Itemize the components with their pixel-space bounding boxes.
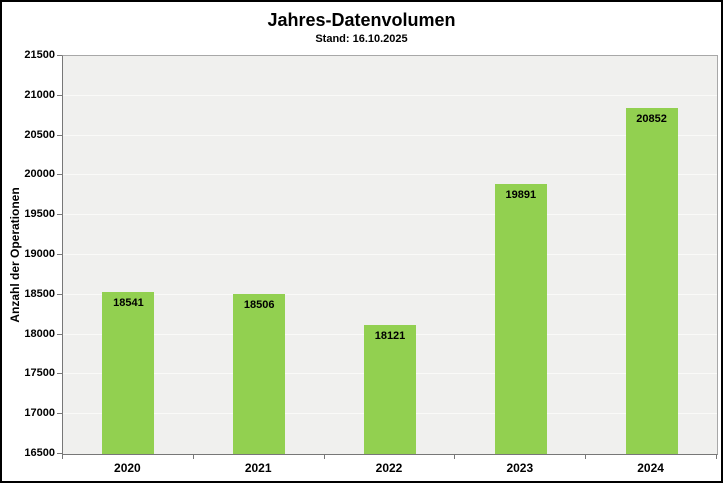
y-tick-mark (57, 214, 62, 216)
gridline (63, 293, 717, 295)
x-tick-mark (62, 454, 63, 459)
gridline (63, 94, 717, 96)
y-tick-mark (57, 174, 62, 176)
chart-title: Jahres-Datenvolumen (267, 10, 456, 30)
y-tick-label: 20500 (24, 128, 55, 141)
x-tick-mark (192, 454, 194, 459)
x-tick-mark (585, 454, 587, 459)
x-tick-mark (454, 454, 456, 459)
y-tick-label: 20000 (24, 168, 55, 181)
x-tick-label-2023: 2023 (506, 461, 534, 475)
gridline (63, 174, 717, 176)
bar-2020: 18541 (102, 291, 155, 454)
y-tick-label: 17000 (24, 407, 55, 420)
bar-2021: 18506 (233, 294, 286, 454)
y-tick-label: 18000 (24, 327, 55, 340)
x-tick-label-2022: 2022 (375, 461, 403, 475)
y-tick-mark (57, 453, 62, 454)
y-tick-label: 18500 (24, 287, 55, 300)
y-tick-mark (57, 55, 62, 56)
gridline (63, 254, 717, 255)
x-tick-mark (716, 454, 717, 459)
y-tick-label: 19500 (24, 208, 55, 221)
x-tick-label-2021: 2021 (244, 461, 272, 475)
plot-area: 18541 18506 18121 19891 20852 (62, 55, 718, 455)
y-tick-mark (57, 373, 62, 375)
bar-2023: 19891 (494, 184, 547, 454)
bar-2022: 18121 (364, 324, 416, 454)
y-tick-label: 16500 (24, 447, 55, 459)
y-tick-mark (57, 413, 62, 415)
bar-value-label: 20852 (636, 112, 667, 125)
x-tick-mark (323, 454, 325, 459)
x-tick-label-2024: 2024 (637, 461, 664, 475)
bar-value-label: 19891 (505, 189, 537, 202)
y-tick-label: 21000 (24, 88, 55, 101)
bar-value-label: 18541 (113, 296, 144, 309)
y-tick-mark (57, 293, 62, 295)
bar-2024: 20852 (625, 107, 678, 454)
y-tick-label: 17500 (24, 367, 55, 380)
bar-value-label: 18506 (243, 299, 275, 312)
y-tick-mark (57, 254, 62, 255)
gridline (63, 134, 717, 136)
y-tick-label: 21500 (24, 49, 55, 61)
gridline (63, 214, 717, 216)
y-tick-label: 19000 (24, 248, 55, 260)
chart-subtitle: Stand: 16.10.2025 (315, 33, 408, 45)
x-tick-label-2020: 2020 (114, 461, 141, 475)
y-tick-mark (57, 333, 62, 335)
y-tick-mark (57, 134, 62, 136)
y-tick-mark (57, 94, 62, 96)
bar-value-label: 18121 (374, 329, 406, 342)
